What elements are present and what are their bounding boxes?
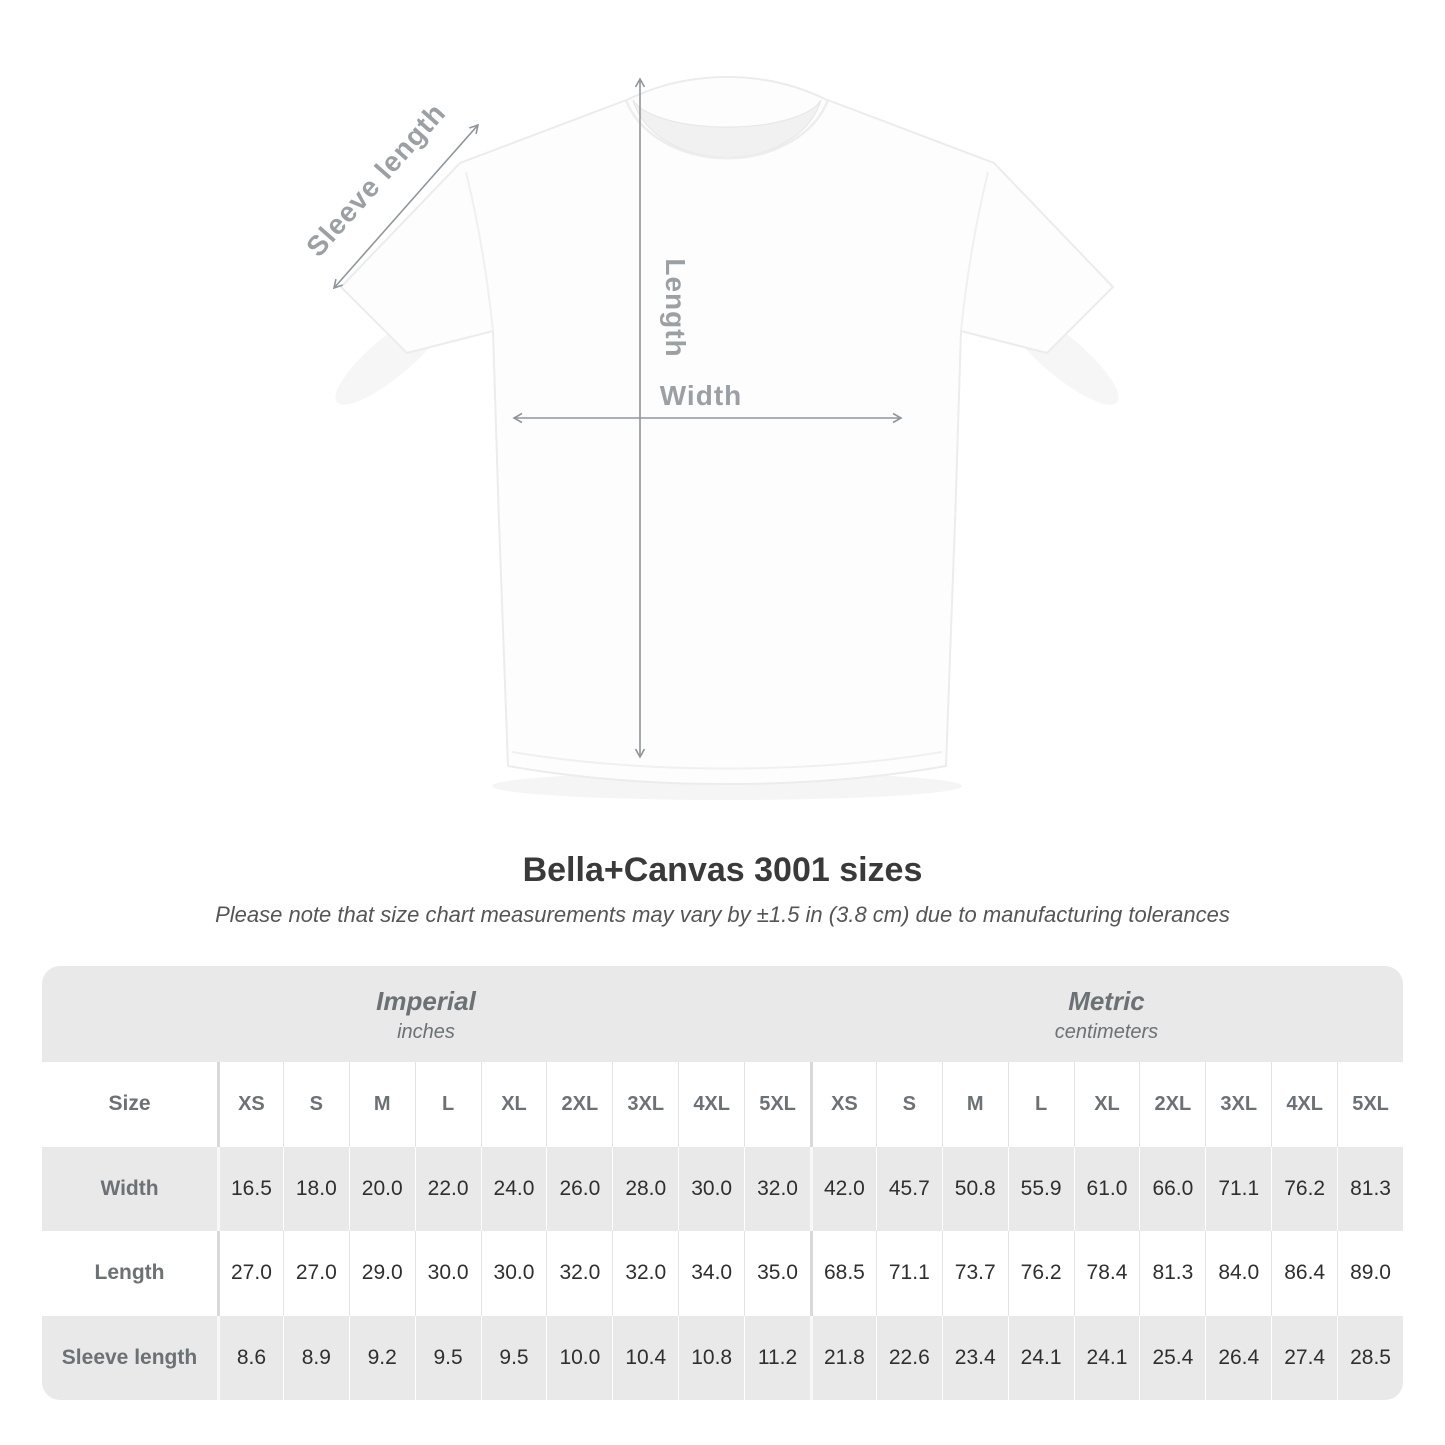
table-cell: 34.0 bbox=[678, 1231, 745, 1316]
size-column-header: 4XL bbox=[678, 1062, 745, 1147]
size-column-header: 3XL bbox=[1205, 1062, 1272, 1147]
table-cell: 11.2 bbox=[744, 1315, 810, 1400]
table-cell: 21.8 bbox=[809, 1315, 876, 1400]
table-cell: 86.4 bbox=[1271, 1231, 1338, 1316]
size-column-header: 4XL bbox=[1271, 1062, 1338, 1147]
table-cell: 32.0 bbox=[546, 1231, 613, 1316]
table-cell: 26.0 bbox=[546, 1146, 613, 1231]
table-cell: 9.5 bbox=[480, 1315, 547, 1400]
table-cell: 55.9 bbox=[1007, 1146, 1074, 1231]
table-cell: 76.2 bbox=[1271, 1146, 1338, 1231]
table-cell: 9.5 bbox=[414, 1315, 481, 1400]
metric-section-header: Metric centimeters bbox=[809, 966, 1403, 1062]
table-cell: 78.4 bbox=[1073, 1231, 1140, 1316]
table-cell: 9.2 bbox=[348, 1315, 415, 1400]
page-title: Bella+Canvas 3001 sizes bbox=[522, 851, 923, 889]
table-cell: 30.0 bbox=[480, 1231, 547, 1316]
table-cell: 24.0 bbox=[480, 1146, 547, 1231]
size-column-header: L bbox=[1007, 1062, 1074, 1147]
table-cell: 29.0 bbox=[348, 1231, 415, 1316]
table-cell: 16.5 bbox=[217, 1146, 283, 1231]
table-cell: 27.0 bbox=[282, 1231, 349, 1316]
table-cell: 76.2 bbox=[1007, 1231, 1074, 1316]
shirt-body bbox=[339, 75, 1115, 785]
table-cell: 71.1 bbox=[875, 1231, 942, 1316]
table-cell: 8.9 bbox=[282, 1315, 349, 1400]
length-row-label: Length bbox=[42, 1231, 217, 1316]
table-cell: 8.6 bbox=[217, 1315, 283, 1400]
size-column-header: S bbox=[875, 1062, 942, 1147]
table-cell: 24.1 bbox=[1073, 1315, 1140, 1400]
table-cell: 24.1 bbox=[1007, 1315, 1074, 1400]
table-cell: 50.8 bbox=[941, 1146, 1008, 1231]
table-cell: 66.0 bbox=[1139, 1146, 1206, 1231]
table-cell: 45.7 bbox=[875, 1146, 942, 1231]
table-cell: 32.0 bbox=[612, 1231, 679, 1316]
size-column-header: XS bbox=[217, 1062, 283, 1147]
size-table: Imperial inches Metric centimeters Size … bbox=[42, 966, 1403, 1400]
sleeve-length-arrow bbox=[332, 123, 480, 290]
size-column-header: 2XL bbox=[546, 1062, 613, 1147]
table-cell: 22.6 bbox=[875, 1315, 942, 1400]
imperial-section-name: Imperial bbox=[376, 986, 476, 1016]
table-cell: 73.7 bbox=[941, 1231, 1008, 1316]
table-cell: 22.0 bbox=[414, 1146, 481, 1231]
width-row-label: Width bbox=[42, 1146, 217, 1231]
sleeve-length-row-label: Sleeve length bbox=[42, 1315, 217, 1400]
size-column-header: 5XL bbox=[744, 1062, 810, 1147]
table-cell: 81.3 bbox=[1139, 1231, 1206, 1316]
size-row-label: Size bbox=[42, 1062, 217, 1147]
imperial-section-unit: inches bbox=[397, 1021, 455, 1043]
size-column-header: XL bbox=[1073, 1062, 1140, 1147]
page-subtitle: Please note that size chart measurements… bbox=[215, 902, 1230, 927]
table-cell: 42.0 bbox=[809, 1146, 876, 1231]
table-cell: 27.4 bbox=[1271, 1315, 1338, 1400]
size-column-header: 2XL bbox=[1139, 1062, 1206, 1147]
imperial-section-header: Imperial inches bbox=[42, 966, 810, 1062]
table-cell: 89.0 bbox=[1337, 1231, 1403, 1316]
size-column-header: 3XL bbox=[612, 1062, 679, 1147]
table-cell: 84.0 bbox=[1205, 1231, 1272, 1316]
table-cell: 18.0 bbox=[282, 1146, 349, 1231]
table-cell: 23.4 bbox=[941, 1315, 1008, 1400]
table-cell: 61.0 bbox=[1073, 1146, 1140, 1231]
metric-section-name: Metric bbox=[1068, 986, 1145, 1016]
table-cell: 27.0 bbox=[217, 1231, 283, 1316]
table-cell: 68.5 bbox=[809, 1231, 876, 1316]
table-cell: 20.0 bbox=[348, 1146, 415, 1231]
table-cell: 25.4 bbox=[1139, 1315, 1206, 1400]
table-cell: 10.8 bbox=[678, 1315, 745, 1400]
table-cell: 35.0 bbox=[744, 1231, 810, 1316]
table-cell: 71.1 bbox=[1205, 1146, 1272, 1231]
metric-section-unit: centimeters bbox=[1054, 1021, 1159, 1043]
tshirt-illustration: Sleeve length Length Width bbox=[300, 75, 1115, 785]
length-label: Length bbox=[660, 258, 691, 357]
size-column-header: M bbox=[348, 1062, 415, 1147]
table-cell: 26.4 bbox=[1205, 1315, 1272, 1400]
size-column-header: 5XL bbox=[1337, 1062, 1403, 1147]
table-cell: 30.0 bbox=[678, 1146, 745, 1231]
table-cell: 81.3 bbox=[1337, 1146, 1403, 1231]
width-label: Width bbox=[660, 380, 743, 411]
table-cell: 28.5 bbox=[1337, 1315, 1403, 1400]
table-cell: 30.0 bbox=[414, 1231, 481, 1316]
table-cell: 32.0 bbox=[744, 1146, 810, 1231]
size-column-header: S bbox=[282, 1062, 349, 1147]
size-column-header: XS bbox=[809, 1062, 876, 1147]
size-column-header: XL bbox=[480, 1062, 547, 1147]
table-cell: 28.0 bbox=[612, 1146, 679, 1231]
table-cell: 10.4 bbox=[612, 1315, 679, 1400]
size-column-header: L bbox=[414, 1062, 481, 1147]
size-column-header: M bbox=[941, 1062, 1008, 1147]
table-cell: 10.0 bbox=[546, 1315, 613, 1400]
